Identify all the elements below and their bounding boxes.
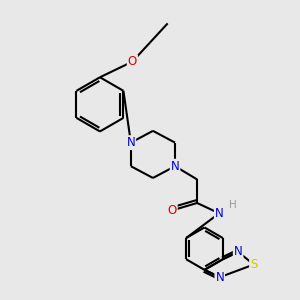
Text: O: O xyxy=(167,204,177,217)
Text: N: N xyxy=(171,160,179,173)
Text: H: H xyxy=(229,200,236,210)
Text: N: N xyxy=(127,136,135,149)
Text: O: O xyxy=(128,55,137,68)
Text: S: S xyxy=(250,258,257,271)
Text: N: N xyxy=(215,271,224,284)
Text: N: N xyxy=(215,207,224,220)
Text: N: N xyxy=(234,245,242,258)
